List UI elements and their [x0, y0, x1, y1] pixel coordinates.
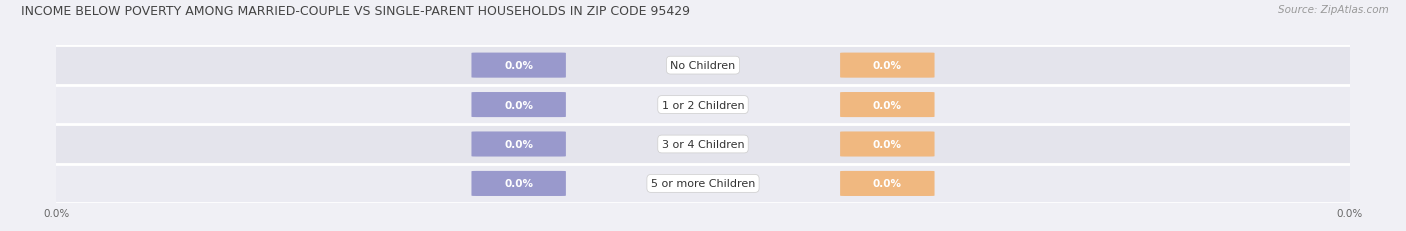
Text: 3 or 4 Children: 3 or 4 Children [662, 139, 744, 149]
Text: 0.0%: 0.0% [873, 179, 901, 189]
Text: 0.0%: 0.0% [505, 61, 533, 71]
FancyBboxPatch shape [471, 53, 565, 78]
Text: 0.0%: 0.0% [873, 139, 901, 149]
FancyBboxPatch shape [841, 93, 935, 118]
Text: 0.0%: 0.0% [873, 61, 901, 71]
Text: No Children: No Children [671, 61, 735, 71]
FancyBboxPatch shape [471, 93, 565, 118]
Bar [56, 85, 1350, 125]
Text: INCOME BELOW POVERTY AMONG MARRIED-COUPLE VS SINGLE-PARENT HOUSEHOLDS IN ZIP COD: INCOME BELOW POVERTY AMONG MARRIED-COUPL… [21, 5, 690, 18]
Bar [56, 46, 1350, 85]
Text: 5 or more Children: 5 or more Children [651, 179, 755, 189]
Text: 0.0%: 0.0% [505, 100, 533, 110]
FancyBboxPatch shape [471, 132, 565, 157]
Text: 1 or 2 Children: 1 or 2 Children [662, 100, 744, 110]
FancyBboxPatch shape [841, 171, 935, 196]
FancyBboxPatch shape [471, 171, 565, 196]
Text: 0.0%: 0.0% [873, 100, 901, 110]
Bar [56, 125, 1350, 164]
Text: 0.0%: 0.0% [505, 139, 533, 149]
Text: Source: ZipAtlas.com: Source: ZipAtlas.com [1278, 5, 1389, 15]
FancyBboxPatch shape [841, 53, 935, 78]
Bar [56, 164, 1350, 203]
Text: 0.0%: 0.0% [505, 179, 533, 189]
FancyBboxPatch shape [841, 132, 935, 157]
